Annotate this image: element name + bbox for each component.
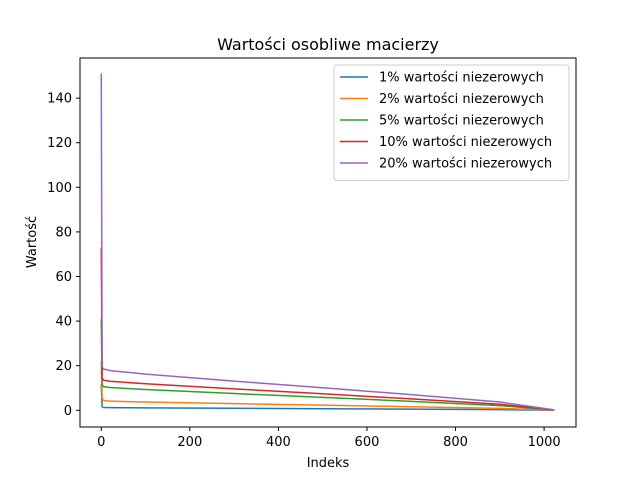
x-tick-label: 800	[443, 435, 468, 450]
x-tick-label: 1000	[528, 435, 561, 450]
series-line-3	[100, 318, 555, 411]
x-tick-label: 400	[266, 435, 291, 450]
legend-label: 10% wartości niezerowych	[379, 135, 552, 150]
series-line-4	[100, 247, 555, 411]
y-tick-label: 40	[55, 315, 72, 330]
legend-label: 1% wartości niezerowych	[379, 71, 544, 86]
series-line-5	[100, 73, 555, 411]
x-axis: 0 200 400 600 800 1000	[97, 427, 561, 450]
x-tick-label: 600	[355, 435, 380, 450]
legend-label: 2% wartości niezerowych	[379, 92, 544, 107]
y-tick-label: 120	[47, 136, 72, 151]
y-tick-label: 60	[55, 270, 72, 285]
series-line-2	[100, 361, 555, 411]
y-tick-label: 140	[47, 92, 72, 107]
legend-label: 5% wartości niezerowych	[379, 114, 544, 129]
x-axis-title: Indeks	[307, 456, 350, 471]
legend-box	[333, 64, 570, 181]
legend: 1% wartości niezerowych 2% wartości nieze…	[333, 64, 570, 181]
legend-label: 20% wartości niezerowych	[379, 157, 552, 172]
y-tick-label: 100	[47, 181, 72, 196]
y-axis-title: Wartość	[25, 216, 40, 268]
y-tick-label: 20	[55, 359, 72, 374]
x-tick-label: 0	[97, 435, 105, 450]
y-tick-label: 80	[55, 225, 72, 240]
x-tick-label: 200	[177, 435, 202, 450]
y-tick-label: 0	[64, 404, 72, 419]
series-line-1	[100, 384, 555, 411]
plot-lines	[100, 73, 555, 411]
y-axis: 0 20 40 60 80 100 120 140	[47, 92, 80, 419]
chart-title: Wartości osobliwe macierzy	[217, 35, 439, 54]
plot-frame	[79, 57, 577, 428]
